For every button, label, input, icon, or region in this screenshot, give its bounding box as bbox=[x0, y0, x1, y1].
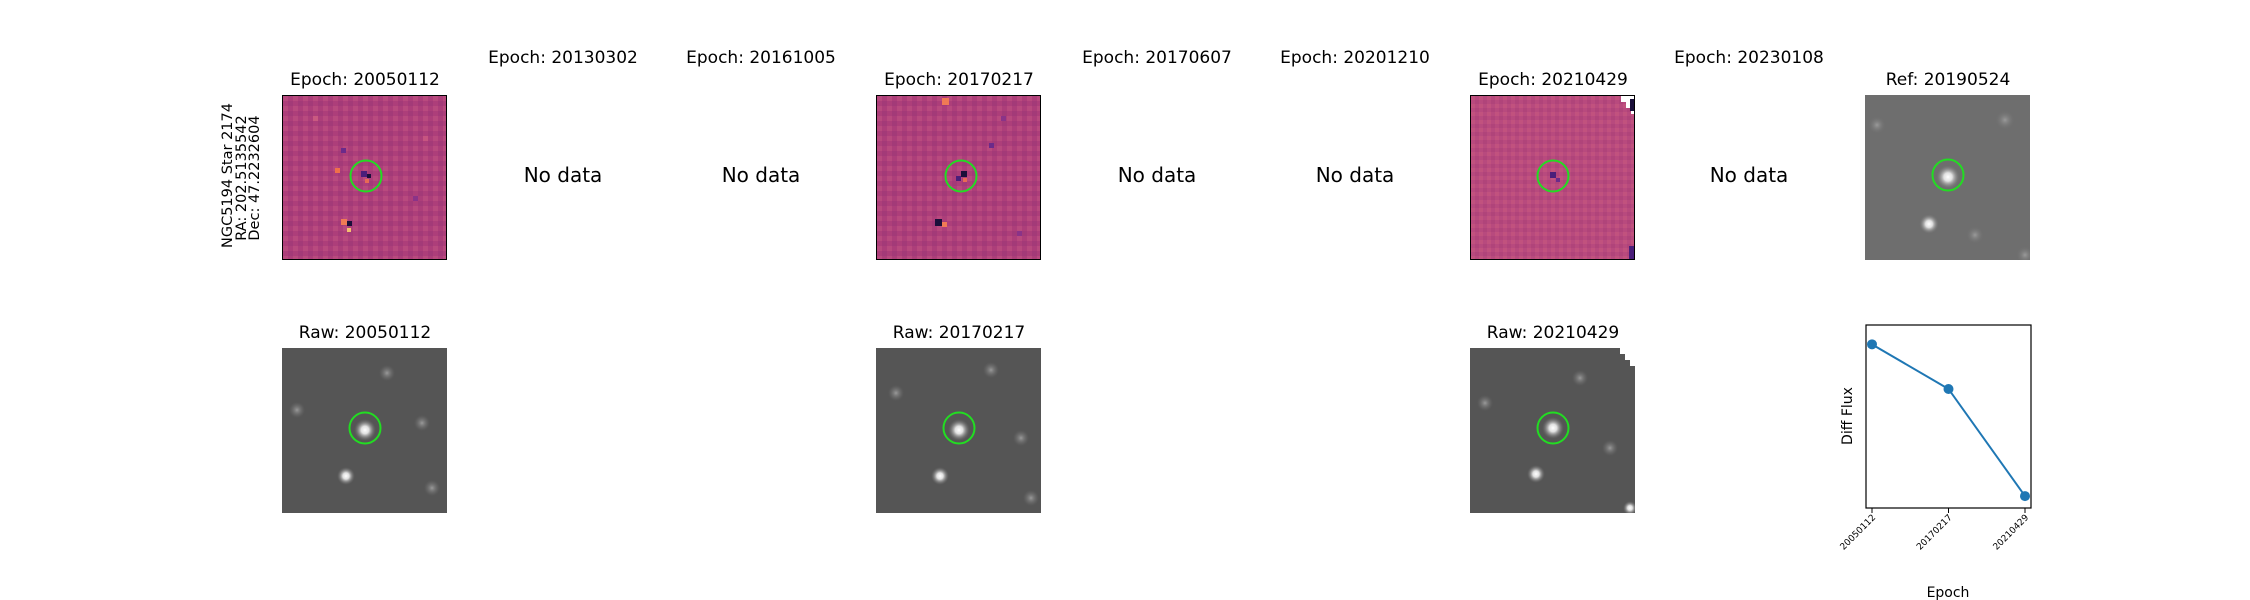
epoch-title-5: Epoch: 20170607 bbox=[1082, 48, 1232, 68]
raw-image-20210429 bbox=[1470, 348, 1635, 513]
faint-source bbox=[379, 365, 395, 381]
faint-source bbox=[1023, 490, 1039, 506]
faint-source bbox=[1868, 116, 1886, 134]
raw-image-20170217 bbox=[876, 348, 1041, 513]
diff-image-20050112 bbox=[282, 95, 447, 260]
target-info-label: NGC5194 Star 2174 RA: 202.5135542 Dec: 4… bbox=[220, 103, 263, 248]
residual-dark bbox=[361, 171, 367, 177]
target-circle bbox=[349, 159, 383, 193]
residual-bright bbox=[963, 178, 967, 182]
artifact bbox=[347, 221, 352, 226]
y-axis-label: Diff Flux bbox=[1840, 387, 1856, 445]
x-axis-label: Epoch bbox=[1927, 585, 1970, 600]
artifact bbox=[935, 219, 942, 226]
no-data-label-2: No data bbox=[523, 163, 603, 187]
target-circle bbox=[1536, 159, 1570, 193]
field-star bbox=[1919, 214, 1939, 234]
no-data-label-6: No data bbox=[1315, 163, 1395, 187]
artifact bbox=[347, 228, 351, 232]
target-star bbox=[948, 419, 970, 441]
noise-speck bbox=[313, 116, 318, 121]
epoch-title-7: Epoch: 20210429 bbox=[1478, 70, 1628, 90]
faint-source bbox=[424, 480, 440, 496]
diff-image-20210429 bbox=[1470, 95, 1635, 260]
epoch-title-6: Epoch: 20201210 bbox=[1280, 48, 1430, 68]
image-edge bbox=[1629, 246, 1634, 259]
faint-source bbox=[1572, 370, 1588, 386]
target-circle bbox=[1536, 411, 1570, 445]
data-point bbox=[2020, 491, 2030, 502]
no-data-label-3: No data bbox=[721, 163, 801, 187]
faint-source bbox=[414, 415, 430, 431]
raw-image-20050112 bbox=[282, 348, 447, 513]
noise-speck bbox=[341, 148, 346, 153]
faint-source bbox=[1477, 395, 1493, 411]
field-star bbox=[1527, 465, 1545, 483]
target-circle bbox=[348, 411, 382, 445]
target-circle bbox=[942, 411, 976, 445]
target-star bbox=[1542, 417, 1564, 439]
artifact bbox=[942, 222, 947, 227]
x-tick-label: 20050112 bbox=[1839, 513, 1878, 552]
faint-source bbox=[289, 402, 305, 418]
residual-dark bbox=[956, 176, 961, 181]
target-circle bbox=[1931, 158, 1965, 192]
faint-source bbox=[2016, 246, 2030, 260]
field-star bbox=[1623, 501, 1635, 513]
target-circle bbox=[944, 159, 978, 193]
x-tick-label: 20170217 bbox=[1915, 513, 1954, 552]
field-star bbox=[931, 467, 949, 485]
diff-image-20170217 bbox=[876, 95, 1041, 260]
no-data-label-5: No data bbox=[1117, 163, 1197, 187]
noise-speck bbox=[989, 143, 994, 148]
image-edge bbox=[1630, 99, 1634, 111]
target-star bbox=[1936, 165, 1960, 189]
reference-title: Ref: 20190524 bbox=[1885, 70, 2011, 90]
field-star bbox=[337, 467, 355, 485]
faint-source bbox=[1966, 226, 1984, 244]
residual-dark bbox=[1556, 178, 1560, 182]
noise-speck bbox=[423, 136, 428, 141]
residual-dark bbox=[1550, 172, 1556, 178]
faint-source bbox=[1013, 430, 1029, 446]
data-point bbox=[1943, 383, 1954, 394]
reference-image bbox=[1865, 95, 2030, 260]
raw-title-2: Raw: 20170217 bbox=[892, 323, 1026, 343]
raw-title-1: Raw: 20050112 bbox=[298, 323, 432, 343]
artifact bbox=[942, 98, 949, 105]
target-dec: Dec: 47.2232604 bbox=[247, 115, 263, 241]
light-curve-chart: 20050112 20170217 20210429 Diff Flux Epoch bbox=[1839, 324, 2032, 600]
epoch-title-2: Epoch: 20130302 bbox=[488, 48, 638, 68]
faint-source bbox=[1995, 110, 2015, 130]
image-edge bbox=[1620, 348, 1635, 366]
epoch-title-4: Epoch: 20170217 bbox=[884, 70, 1034, 90]
residual-bright bbox=[365, 179, 369, 183]
raw-title-3: Raw: 20210429 bbox=[1486, 323, 1620, 343]
epoch-title-8: Epoch: 20230108 bbox=[1674, 48, 1824, 68]
faint-source bbox=[983, 362, 999, 378]
no-data-label-8: No data bbox=[1709, 163, 1789, 187]
artifact bbox=[341, 219, 347, 225]
residual-dark bbox=[367, 174, 371, 178]
target-star bbox=[354, 419, 376, 441]
residual-dark bbox=[961, 171, 967, 177]
plot-frame bbox=[1865, 324, 2032, 509]
data-point bbox=[1867, 339, 1877, 350]
faint-source bbox=[1602, 440, 1618, 456]
noise-speck bbox=[413, 196, 418, 201]
x-tick-label: 20210429 bbox=[1992, 513, 2032, 553]
noise-speck bbox=[335, 168, 340, 173]
noise-speck bbox=[1001, 116, 1006, 121]
epoch-title-3: Epoch: 20161005 bbox=[686, 48, 836, 68]
epoch-title-1: Epoch: 20050112 bbox=[290, 70, 440, 90]
noise-speck bbox=[1017, 231, 1022, 236]
faint-source bbox=[888, 385, 904, 401]
